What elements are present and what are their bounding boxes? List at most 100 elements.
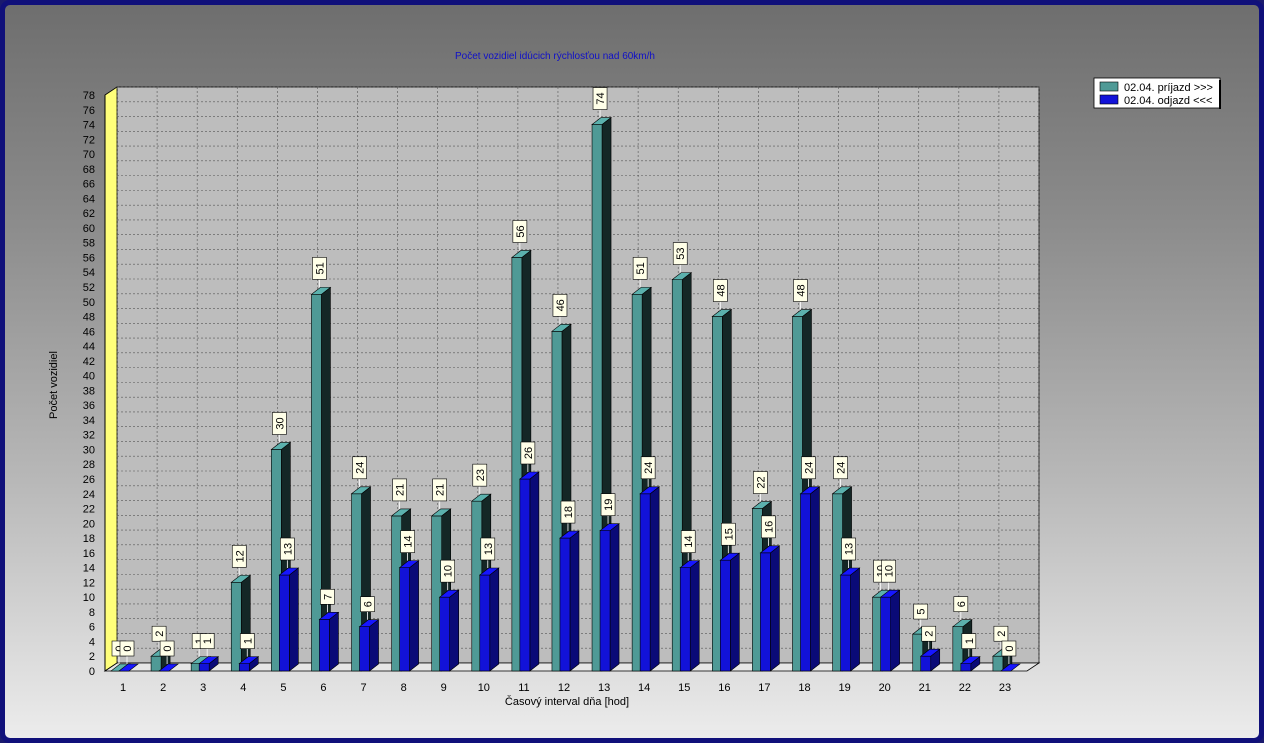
bar	[311, 294, 322, 672]
bar-top	[278, 567, 300, 576]
data-label-box	[280, 537, 295, 561]
data-label: 53	[675, 247, 687, 259]
bar-top	[791, 309, 813, 317]
bar-top	[510, 250, 532, 258]
bar	[399, 567, 410, 672]
data-label: 48	[795, 284, 807, 296]
bar	[992, 655, 1004, 672]
bar	[800, 493, 811, 672]
bar-top	[398, 560, 420, 568]
data-label-box	[881, 559, 896, 583]
x-tick-label: 4	[240, 682, 246, 694]
bar-top	[518, 471, 540, 480]
x-tick-label: 18	[798, 682, 810, 694]
bar-side	[649, 486, 660, 672]
x-tick-label: 20	[879, 682, 891, 694]
data-label: 24	[803, 462, 815, 474]
data-label: 22	[755, 476, 767, 488]
data-label: 13	[483, 543, 495, 555]
bar	[880, 596, 891, 672]
x-tick-label: 11	[518, 682, 529, 694]
bar-side	[810, 486, 820, 672]
y-tick-label: 10	[83, 592, 95, 604]
y-tick-label: 68	[83, 164, 95, 176]
bar-top	[238, 656, 260, 664]
bar-top	[959, 656, 981, 664]
bar-top	[719, 552, 741, 561]
bar-top	[839, 567, 861, 576]
data-label: 2	[996, 631, 1008, 637]
x-tick-label: 7	[361, 682, 367, 694]
data-label: 10	[884, 565, 896, 577]
bar	[439, 596, 450, 672]
bar-top	[118, 663, 139, 672]
data-label-box	[119, 640, 135, 657]
data-label: 51	[314, 262, 326, 274]
x-tick-label: 13	[598, 682, 610, 694]
data-label-box	[199, 633, 215, 649]
data-label: 74	[595, 92, 607, 104]
data-label: 0	[122, 645, 134, 651]
y-tick-label: 54	[83, 267, 95, 279]
data-label: 13	[282, 543, 294, 555]
bar-side	[770, 545, 780, 672]
bar-top	[438, 589, 460, 598]
data-label: 1	[242, 638, 254, 644]
bar-top	[551, 324, 572, 332]
bar-side	[730, 552, 740, 672]
data-label: 21	[435, 484, 447, 496]
data-label: 2	[154, 631, 166, 637]
data-label: 5	[916, 609, 928, 615]
data-label: 15	[723, 528, 735, 540]
bar	[679, 567, 691, 672]
x-tick-label: 12	[558, 682, 570, 694]
data-label-box	[833, 456, 848, 480]
y-tick-label: 0	[89, 666, 95, 678]
y-tick-label: 2	[89, 651, 95, 663]
data-label: 51	[635, 262, 647, 274]
bar-side	[850, 567, 860, 672]
y-tick-label: 44	[83, 341, 95, 353]
bar-top	[919, 648, 941, 657]
data-label-box	[801, 456, 816, 480]
y-tick-label: 60	[83, 223, 95, 235]
data-label-box	[432, 478, 447, 502]
bar	[559, 537, 571, 672]
data-label-box	[151, 625, 167, 642]
data-label: 26	[523, 447, 535, 459]
data-label: 48	[715, 284, 727, 296]
y-tick-label: 26	[83, 474, 95, 486]
data-label-box	[961, 633, 977, 649]
data-label: 1	[964, 638, 976, 644]
data-label: 24	[643, 462, 655, 474]
bar	[599, 530, 611, 672]
y-tick-label: 72	[83, 134, 95, 146]
data-label-box	[793, 279, 808, 302]
bar-side	[289, 567, 299, 672]
x-tick-label: 17	[758, 682, 770, 694]
bar-side	[890, 589, 900, 672]
y-tick-label: 22	[83, 504, 95, 516]
bar-top	[631, 287, 653, 295]
bar-top	[591, 117, 612, 125]
bar	[720, 559, 731, 672]
bar	[198, 663, 210, 672]
data-label: 16	[763, 521, 775, 533]
legend-swatch	[1099, 81, 1119, 92]
legend-label: 02.04. príjazd >>>	[1124, 82, 1213, 94]
data-label-box	[640, 456, 656, 480]
data-label: 24	[355, 462, 367, 474]
bar-top	[390, 508, 412, 517]
y-tick-label: 48	[83, 312, 95, 324]
x-tick-label: 16	[718, 682, 730, 694]
data-label: 14	[683, 535, 695, 547]
bar	[920, 655, 932, 672]
bar	[960, 663, 972, 672]
data-label: 10	[443, 565, 455, 577]
data-label-box	[1001, 640, 1017, 657]
bar-top	[350, 486, 372, 495]
chart-title: Počet vozidiel idúcich rýchlosťou nad 60…	[455, 51, 655, 62]
data-label: 46	[555, 299, 567, 311]
x-tick-label: 23	[999, 682, 1011, 694]
